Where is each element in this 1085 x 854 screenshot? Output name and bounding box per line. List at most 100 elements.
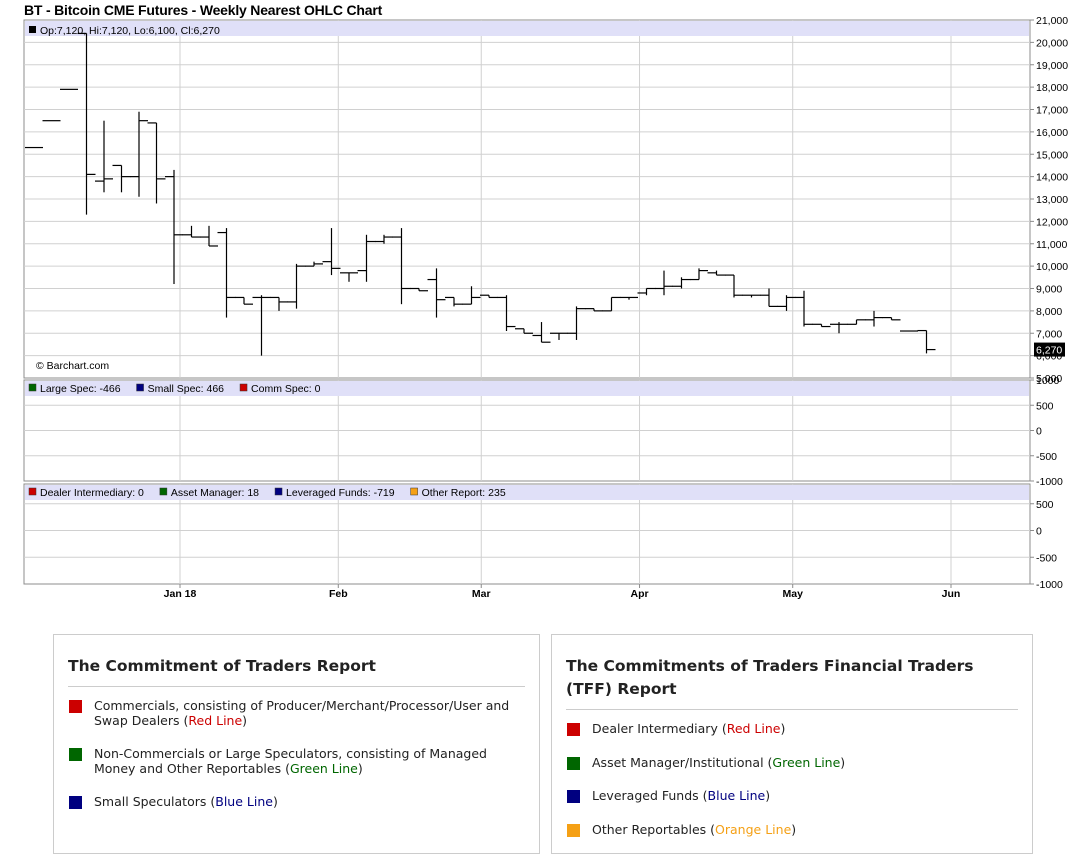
legend-item: Leveraged Funds (Blue Line) [566,788,1018,804]
legend-label: Dealer Intermediary: 0 [40,487,144,499]
y-tick-label: 10,000 [1036,261,1068,273]
ohlc-bar [655,270,673,296]
legend-swatch [567,790,580,803]
ohlc-bar [217,228,236,318]
ohlc-bar [410,287,428,292]
legend-item-paren-open: ( [281,760,290,776]
legend-label: Leveraged Funds: -719 [286,487,395,499]
y-tick-label: -500 [1036,451,1057,463]
legend-item: Asset Manager/Institutional (Green Line) [566,754,1018,771]
x-tick-label: Feb [329,588,348,600]
legend-item: Dealer Intermediary (Red Line) [566,721,1018,737]
ohlc-bar [865,310,883,327]
legend-label: Comm Spec: 0 [251,383,321,395]
legend-swatch [567,823,580,837]
y-tick-label: 18,000 [1036,82,1068,94]
ohlc-bar [725,274,743,298]
legend-item-color-name: Orange Line [715,821,792,837]
legend-item-text: Asset Manager/Institutional [592,754,764,770]
legend-item-text: Commercials, consisting of Producer/Merc… [94,698,510,728]
ohlc-bar [165,169,183,285]
watermark: © Barchart.com [36,360,109,372]
y-tick-label: 0 [1036,426,1042,438]
legend-item-text: Small Speculators [94,794,207,809]
last-price-tag [1034,342,1065,357]
tff-report-card: The Commitments of Traders Financial Tra… [551,634,1033,854]
ohlc-bar [707,270,726,276]
legend-item-text: Other Reportables [592,821,707,837]
ohlc-bar [515,328,533,334]
legend-swatch [28,383,37,392]
legend-swatch [69,700,82,713]
legend-item-paren-close: ) [840,754,846,770]
ohlc-bar [130,111,148,197]
legend-item-color-name: Blue Line [215,794,273,809]
y-tick-label: 12,000 [1036,216,1068,228]
ohlc-bar [270,296,288,311]
y-tick-label: -1000 [1036,579,1063,591]
ohlc-bar [200,225,218,247]
ohlc-bar [847,319,866,325]
ohlc-bar [235,296,253,305]
y-tick-label: 21,000 [1036,15,1068,27]
tff-report-title: The Commitments of Traders Financial Tra… [566,655,1018,710]
y-tick-label: -1000 [1036,476,1063,488]
legend-item-paren-open: ( [763,754,773,770]
legend-item-paren-open: ( [698,788,708,803]
ohlc-bar [760,288,778,307]
ohlc-bar [182,225,201,238]
legend-swatch [274,487,283,496]
ohlc-bar [480,294,498,299]
y-tick-label: 16,000 [1036,127,1068,139]
legend-item-paren-close: ) [765,788,771,803]
legend-item-color-name: Red Line [726,721,781,736]
legend-item-color-name: Green Line [772,754,841,770]
legend-label: Small Spec: 466 [148,383,225,395]
legend-item-paren-open: ( [206,794,216,809]
ohlc-bar [340,272,358,282]
ohlc-bar [287,263,306,309]
ohlc-bar [672,277,691,289]
last-price-label: 6,270 [1036,345,1062,357]
legend-swatch [136,383,144,392]
ohlc-bar [77,32,96,215]
legend-item-paren-open: ( [717,721,727,736]
legend-swatch [410,487,418,496]
ohlc-info-swatch [29,26,36,33]
ohlc-bar [445,296,463,307]
x-tick-label: Jun [942,588,961,600]
y-tick-label: 8,000 [1036,306,1062,318]
x-tick-label: May [782,588,803,600]
y-tick-label: 5,000 [1036,373,1062,385]
ohlc-info-label: Op:7,120, Hi:7,120, Lo:6,100, Cl:6,270 [40,25,220,37]
ohlc-bar [602,296,621,312]
cot-report-title: The Commitment of Traders Report [68,655,525,687]
ohlc-bar [357,234,376,282]
y-tick-label: 9,000 [1036,284,1062,296]
legend-swatch [159,487,168,496]
ohlc-bar [830,322,848,334]
ohlc-bar [620,296,638,300]
legend-swatch [567,723,580,736]
legend-swatch [69,748,82,761]
ohlc-bar [637,287,656,296]
legend-item-paren-close: ) [780,721,786,736]
y-tick-label: 500 [1036,499,1054,511]
cot-report-list: Commercials, consisting of Producer/Merc… [68,698,525,810]
legend-item-paren-open: ( [179,712,189,728]
ohlc-bar [462,286,481,305]
ohlc-bar [567,306,586,340]
legend-swatch [239,383,248,392]
legend-label: Asset Manager: 18 [171,487,259,499]
ohlc-bar [252,295,271,356]
ohlc-bar [95,120,113,193]
legend-swatch [69,796,82,809]
y-tick-label: 15,000 [1036,149,1068,161]
y-tick-label: 13,000 [1036,194,1068,206]
y-tick-label: 7,000 [1036,328,1062,340]
ohlc-bar [795,290,813,327]
ohlc-bar [305,261,323,267]
ohlc-bar [917,329,936,354]
tff-report-list: Dealer Intermediary (Red Line) Asset Mana… [566,721,1018,837]
legend-item-paren-close: ) [242,712,248,728]
